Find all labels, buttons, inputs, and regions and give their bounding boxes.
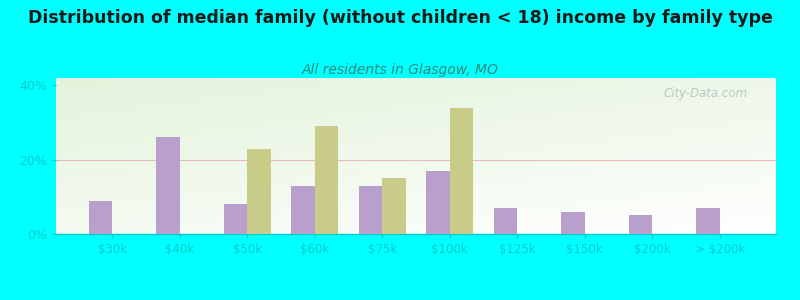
Bar [247, 148, 271, 234]
Bar [561, 212, 585, 234]
Bar [358, 186, 382, 234]
Bar [382, 178, 406, 234]
Bar [89, 201, 112, 234]
Text: City-Data.com: City-Data.com [663, 87, 747, 101]
Bar [629, 215, 652, 234]
Text: Distribution of median family (without children < 18) income by family type: Distribution of median family (without c… [27, 9, 773, 27]
Text: All residents in Glasgow, MO: All residents in Glasgow, MO [302, 63, 498, 77]
Bar [291, 186, 314, 234]
Bar [314, 126, 338, 234]
Bar [156, 137, 180, 234]
Legend: Married couple, Female, no husband: Married couple, Female, no husband [270, 299, 562, 300]
Bar [494, 208, 518, 234]
Bar [450, 108, 474, 234]
Bar [696, 208, 720, 234]
Bar [426, 171, 450, 234]
Bar [224, 204, 247, 234]
